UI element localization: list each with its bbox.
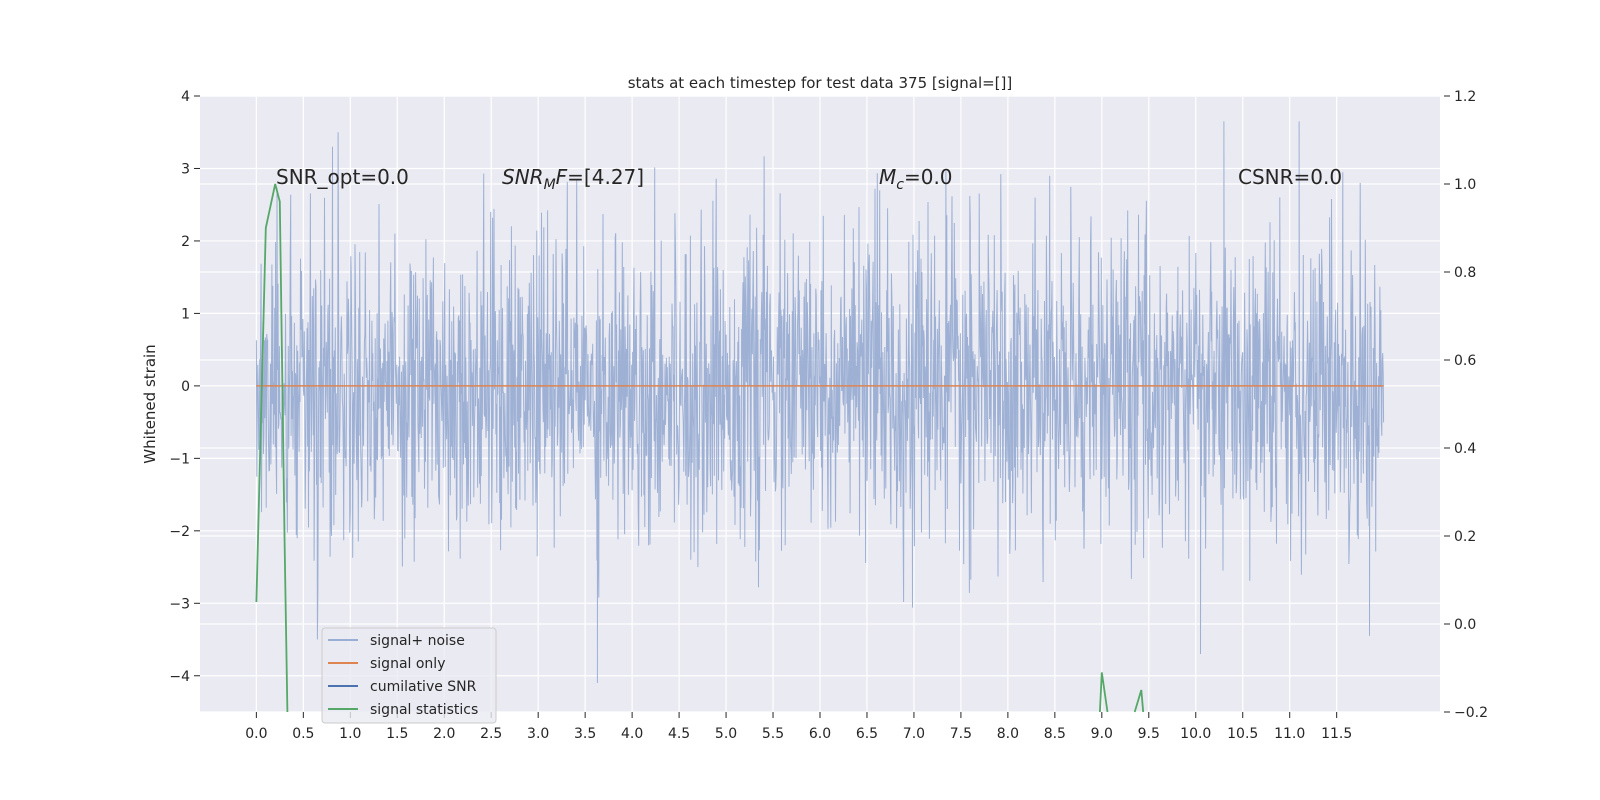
legend-label-cumulative: cumilative SNR (370, 679, 477, 695)
y2-tick-label: 1.2 (1454, 89, 1476, 105)
annotation-snr-mf-sub: M (544, 177, 556, 193)
x-tick-label: 7.5 (950, 726, 972, 742)
x-tick-label: 2.5 (480, 726, 502, 742)
y2-tick-label: 0.8 (1454, 265, 1476, 281)
y-tick-label: −2 (169, 524, 190, 540)
x-tick-label: 11.5 (1321, 726, 1352, 742)
x-tick-label: 10.5 (1227, 726, 1258, 742)
annotation-mc: Mc=0.0 (879, 165, 953, 193)
annotation-snr-opt: SNR_opt=0.0 (276, 165, 409, 189)
chart-title: stats at each timestep for test data 375… (628, 74, 1013, 92)
y-tick-label: 2 (181, 234, 190, 250)
annotations: SNR_opt=0.0 SNRMF=[4.27] Mc=0.0 CSNR=0.0 (276, 165, 1342, 193)
x-tick-label: 3.5 (574, 726, 596, 742)
legend-label-stats: signal statistics (370, 702, 478, 718)
x-tick-label: 7.0 (903, 726, 925, 742)
x-tick-label: 8.0 (997, 726, 1019, 742)
annotation-snr-mf-main: SNR (502, 165, 544, 189)
x-tick-label: 9.5 (1138, 726, 1160, 742)
legend[interactable]: signal+ noise signal only cumilative SNR… (321, 627, 497, 724)
x-tick-label: 0.5 (292, 726, 314, 742)
y-tick-label: 4 (181, 89, 190, 105)
annotation-snr-mf: SNRMF=[4.27] (502, 165, 644, 193)
y2-tick-label: 0.6 (1454, 353, 1476, 369)
y-tick-label: −1 (169, 451, 190, 467)
y-tick-label: 0 (181, 379, 190, 395)
y2-tick-label: 0.2 (1454, 529, 1476, 545)
annotation-csnr: CSNR=0.0 (1238, 165, 1342, 189)
signal-statistics-line (255, 183, 289, 713)
annotation-mc-sub: c (896, 177, 904, 193)
annotation-mc-main: M (879, 165, 896, 189)
x-tick-label: 4.5 (668, 726, 690, 742)
x-tick-label: 6.5 (856, 726, 878, 742)
series-signal-noise (255, 121, 1385, 684)
x-tick-label: 1.5 (386, 726, 408, 742)
x-tick-label: 10.0 (1180, 726, 1211, 742)
y2-tick-label: 0.0 (1454, 617, 1476, 633)
x-tick-label: 2.0 (433, 726, 455, 742)
annotation-snr-mf-value: =[4.27] (567, 165, 644, 189)
series-signal-statistics (255, 183, 1145, 713)
signal-statistics-line (1099, 672, 1109, 713)
legend-box (321, 627, 497, 724)
y-axis-label: Whitened strain (141, 344, 159, 463)
x-tick-label: 11.0 (1274, 726, 1305, 742)
x-tick-label: 0.0 (245, 726, 267, 742)
legend-label-signal: signal only (370, 656, 445, 672)
y-tick-label: 1 (181, 306, 190, 322)
x-tick-label: 1.0 (339, 726, 361, 742)
signal-statistics-line (1133, 689, 1145, 713)
x-axis: 0.0 0.5 1.0 1.5 2.0 2.5 3.0 3.5 4.0 4.5 5.0 5.5 6.0 6… (245, 712, 1352, 742)
y2-tick-label: 0.4 (1454, 441, 1476, 457)
annotation-snr-mf-rest: F (556, 165, 568, 189)
y-tick-label: 3 (181, 161, 190, 177)
legend-label-noise: signal+ noise (370, 633, 465, 649)
y-axis-right: 1.2 1.0 0.8 0.6 0.4 0.2 0.0 −0.2 (1444, 89, 1488, 721)
annotation-mc-value: =0.0 (904, 165, 953, 189)
y2-tick-label: 1.0 (1454, 177, 1476, 193)
x-tick-label: 5.0 (715, 726, 737, 742)
y-axis-left: 4 3 2 1 0 −1 −2 −3 −4 (169, 89, 200, 685)
x-tick-label: 3.0 (527, 726, 549, 742)
x-tick-label: 8.5 (1044, 726, 1066, 742)
x-tick-label: 5.5 (762, 726, 784, 742)
y-tick-label: −3 (169, 596, 190, 612)
x-tick-label: 4.0 (621, 726, 643, 742)
y2-tick-label: −0.2 (1454, 705, 1488, 721)
x-tick-label: 9.0 (1091, 726, 1113, 742)
y-tick-label: −4 (169, 669, 190, 685)
signal-noise-line (255, 121, 1385, 684)
x-tick-label: 6.0 (809, 726, 831, 742)
